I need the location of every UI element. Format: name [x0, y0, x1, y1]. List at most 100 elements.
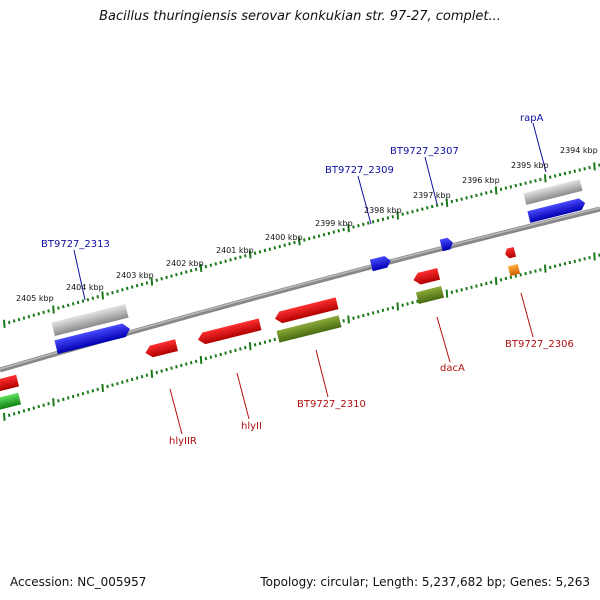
minor-tick: [548, 175, 552, 179]
minor-tick: [563, 171, 567, 176]
tick-label: 2400 kbp: [265, 233, 303, 242]
gene-label-daca[interactable]: dacA: [440, 363, 465, 374]
gene-hlyii[interactable]: [196, 318, 262, 345]
minor-tick: [465, 196, 468, 200]
gene-label-bt9727-2309[interactable]: BT9727_2309: [325, 165, 394, 176]
gene-daca-cds[interactable]: [412, 268, 441, 286]
gene-label-bt9727-2313[interactable]: BT9727_2313: [41, 239, 110, 250]
minor-tick: [263, 340, 267, 344]
gene-hlyiir[interactable]: [144, 339, 178, 358]
minor-tick: [91, 389, 95, 393]
minor-tick: [475, 284, 478, 288]
minor-tick: [71, 302, 75, 306]
major-tick: [494, 276, 498, 286]
major-tick: [347, 224, 350, 233]
map-title: Bacillus thuringiensis serovar konkukian…: [99, 9, 501, 24]
leader-bt9727-2313: [73, 249, 86, 301]
minor-tick: [239, 347, 242, 351]
minor-tick: [204, 264, 208, 269]
gene-rapa-cds[interactable]: [527, 197, 586, 223]
minor-tick: [66, 396, 70, 400]
minor-tick: [224, 259, 227, 263]
minor-tick: [121, 380, 124, 384]
major-tick: [445, 198, 449, 207]
minor-tick: [524, 271, 527, 276]
gene-label-hlyiir[interactable]: hlyIIR: [169, 436, 197, 447]
minor-tick: [130, 377, 134, 382]
minor-tick: [435, 203, 439, 208]
gene-left-green[interactable]: [0, 392, 22, 412]
tick-label: 2402 kbp: [166, 259, 204, 268]
minor-tick: [583, 167, 586, 171]
minor-tick: [135, 376, 139, 380]
minor-tick: [96, 387, 100, 392]
leader-daca: [436, 316, 451, 363]
gene-bt9727-2310-olive[interactable]: [276, 315, 342, 343]
major-tick: [248, 342, 252, 351]
gene-label-hlyii[interactable]: hlyII: [241, 421, 262, 432]
minor-tick: [440, 202, 444, 206]
tick-label: 2403 kbp: [116, 271, 154, 280]
minor-tick: [332, 230, 336, 234]
minor-tick: [47, 309, 50, 313]
minor-tick: [312, 235, 316, 240]
minor-tick: [362, 222, 365, 227]
minor-tick: [42, 310, 45, 315]
inner-tick-track: [3, 252, 600, 421]
major-tick: [52, 305, 55, 314]
minor-tick: [283, 243, 286, 247]
gene-bt9727-2306-orange[interactable]: [507, 263, 521, 277]
gene-label-rapa[interactable]: rapA: [520, 113, 544, 124]
minor-tick: [125, 286, 129, 291]
gene-bt9727-2306-cds[interactable]: [504, 246, 517, 259]
minor-tick: [37, 312, 41, 316]
minor-tick: [475, 193, 478, 198]
minor-tick: [180, 271, 183, 276]
minor-tick: [71, 394, 75, 399]
major-tick: [150, 369, 154, 378]
minor-tick: [263, 248, 267, 253]
minor-tick: [406, 211, 409, 215]
gene-rapa-gray[interactable]: [523, 179, 583, 205]
tick-label: 2396 kbp: [462, 176, 500, 185]
leader-rapa: [532, 122, 547, 173]
minor-tick: [352, 316, 355, 320]
minor-tick: [342, 319, 345, 323]
minor-tick: [229, 349, 232, 354]
gene-bt9727-2310-cds[interactable]: [273, 297, 339, 324]
minor-tick: [455, 289, 459, 293]
gene-left-red[interactable]: [0, 374, 20, 394]
gene-label-bt9727-2307[interactable]: BT9727_2307: [390, 146, 459, 157]
gene-bt9727-2309[interactable]: [369, 255, 392, 272]
minor-tick: [366, 312, 370, 316]
minor-tick: [411, 209, 414, 214]
minor-tick: [81, 391, 85, 396]
minor-tick: [27, 314, 31, 319]
minor-tick: [91, 296, 95, 300]
tick-label: 2399 kbp: [315, 219, 353, 228]
minor-tick: [460, 288, 463, 292]
minor-tick: [352, 225, 355, 229]
minor-tick: [22, 409, 26, 413]
minor-tick: [553, 174, 557, 178]
gene-label-bt9727-2310[interactable]: BT9727_2310: [297, 399, 366, 410]
minor-tick: [534, 179, 537, 183]
minor-tick: [189, 360, 193, 365]
gene-bt9727-2313-cds[interactable]: [54, 322, 131, 354]
minor-tick: [47, 402, 50, 406]
minor-tick: [234, 256, 237, 261]
minor-tick: [539, 177, 542, 182]
minor-tick: [140, 282, 144, 287]
minor-tick: [484, 281, 488, 286]
minor-tick: [37, 404, 41, 409]
minor-tick: [484, 191, 488, 195]
gene-label-bt9727-2306[interactable]: BT9727_2306: [505, 339, 574, 350]
minor-tick: [12, 319, 16, 323]
gene-daca-olive[interactable]: [415, 286, 445, 304]
genome-summary-text: Topology: circular; Length: 5,237,682 bp…: [260, 575, 590, 589]
minor-tick: [145, 373, 149, 377]
tick-label: 2404 kbp: [66, 283, 104, 292]
major-tick: [396, 211, 400, 220]
gene-bt9727-2307[interactable]: [439, 237, 455, 252]
gene-bt9727-2313-gray[interactable]: [51, 304, 129, 336]
